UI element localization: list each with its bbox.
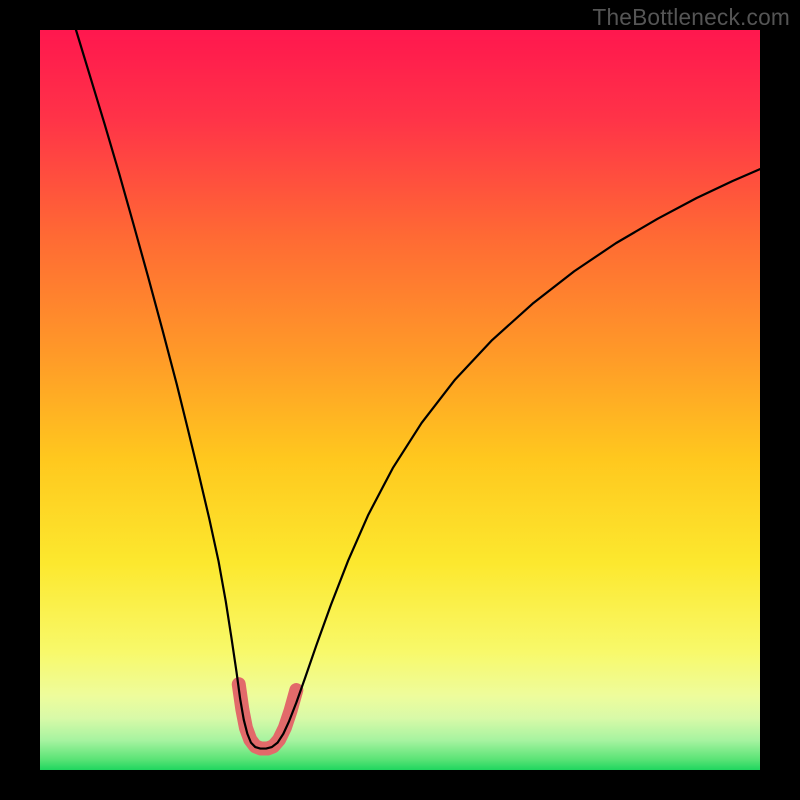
watermark-text: TheBottleneck.com <box>592 4 790 31</box>
chart-stage: TheBottleneck.com <box>0 0 800 800</box>
plot-background <box>40 30 760 770</box>
bottleneck-chart-svg <box>0 0 800 800</box>
